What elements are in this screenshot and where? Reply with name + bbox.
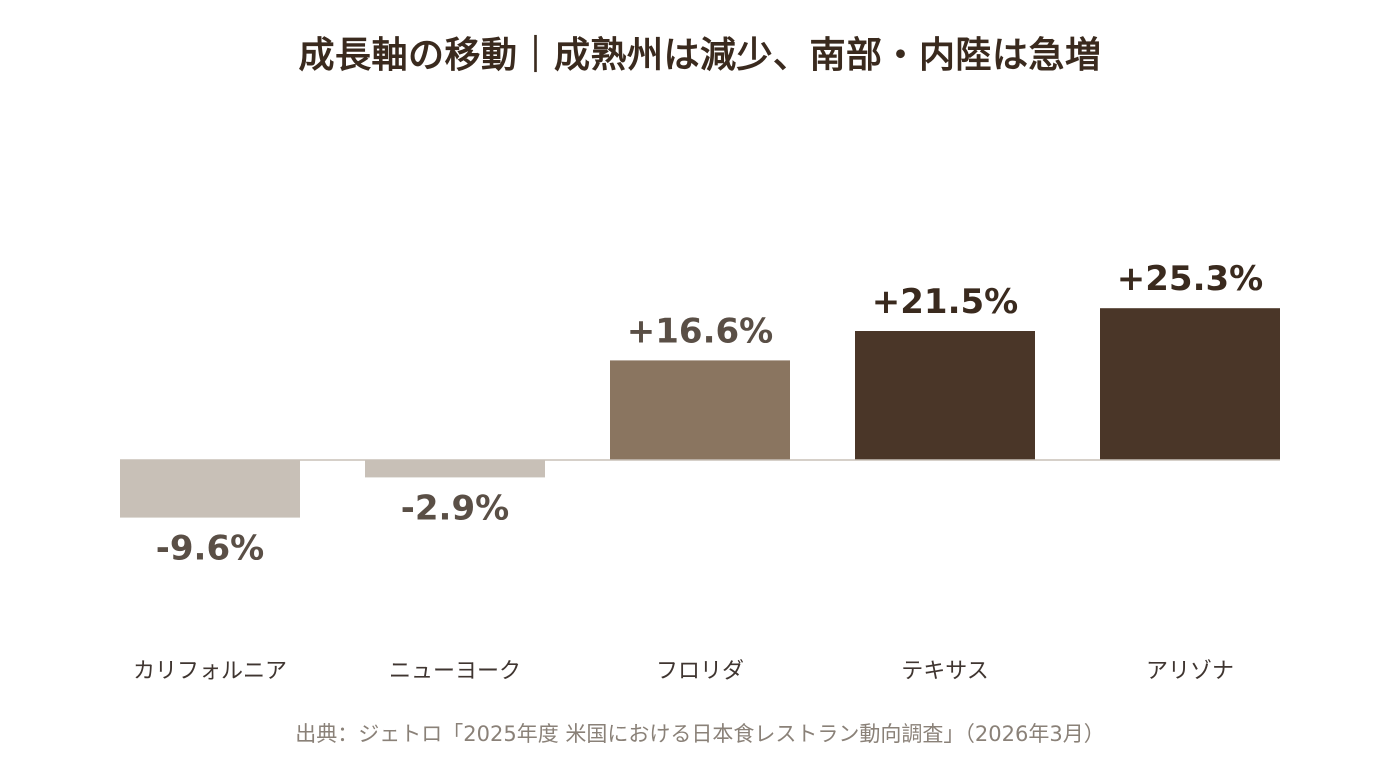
bar-5 (1100, 308, 1280, 460)
value-label-3: +16.6% (627, 311, 773, 351)
category-label-4: テキサス (901, 659, 989, 684)
category-label-3: フロリダ (656, 659, 744, 684)
source-note: 出典：ジェトロ「2025年度 米国における日本食レストラン動向調査」（2026年… (295, 722, 1105, 746)
value-label-2: -2.9% (401, 488, 509, 528)
bar-2 (365, 460, 545, 478)
bar-4 (855, 331, 1035, 460)
chart-title: 成長軸の移動｜成熟州は減少、南部・内陸は急増 (298, 35, 1102, 76)
value-label-4: +21.5% (872, 282, 1018, 322)
value-label-5: +25.3% (1117, 259, 1263, 299)
bar-1 (120, 460, 300, 518)
bar-3 (610, 360, 790, 460)
category-label-5: アリゾナ (1146, 659, 1234, 684)
value-label-1: -9.6% (156, 529, 264, 569)
bars-group (120, 308, 1280, 518)
category-label-2: ニューヨーク (389, 659, 521, 684)
category-label-1: カリフォルニア (133, 659, 287, 684)
category-labels-group: カリフォルニア ニューヨーク フロリダ テキサス アリゾナ (133, 659, 1234, 684)
value-labels-group: -9.6% -2.9% +16.6% +21.5% +25.3% (156, 259, 1263, 568)
